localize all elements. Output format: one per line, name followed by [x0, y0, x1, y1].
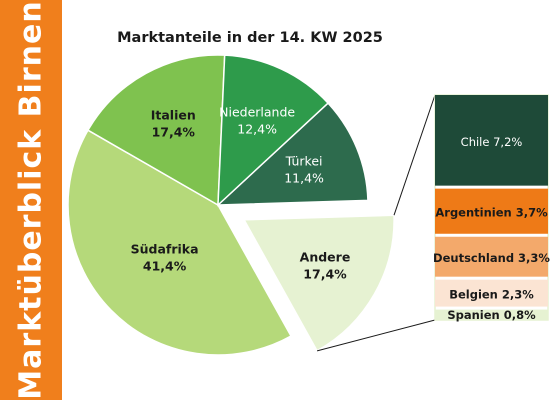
slice-value-italien: 17,4% [152, 124, 196, 139]
slice-sudafrika [67, 129, 293, 356]
breakdown-label-belgien: Belgien 2,3% [449, 288, 534, 302]
slice-value-niederlande: 12,4% [237, 122, 277, 137]
slice-value-andere: 17,4% [303, 267, 347, 282]
breakdown-label-spanien: Spanien 0,8% [447, 308, 536, 322]
breakdown-bar-spanien [435, 309, 548, 320]
breakdown-label-chile: Chile 7,2% [461, 135, 523, 149]
breakdown-bar-argentinien [435, 188, 548, 234]
slice-italien [86, 54, 226, 207]
slice-turkei [216, 102, 369, 206]
slice-label-sudafrika: Südafrika [131, 242, 199, 257]
slice-andere [242, 214, 395, 352]
sidebar-banner: Marktüberblick Birnen [0, 0, 62, 400]
breakdown-label-deutschland: Deutschland 3,3% [433, 251, 550, 265]
slice-value-sudafrika: 41,4% [143, 259, 187, 274]
breakdown-bar-deutschland [435, 236, 548, 277]
slice-niederlande [217, 54, 330, 207]
connector-bottom [316, 319, 436, 352]
connector-top [393, 94, 436, 216]
breakdown-bar-chile [435, 95, 548, 186]
slice-label-niederlande: Niederlande [219, 105, 295, 120]
slice-label-andere: Andere [300, 250, 351, 265]
breakdown-label-argentinien: Argentinien 3,7% [435, 206, 548, 220]
breakdown-bar-belgien [435, 279, 548, 307]
chart-title: Marktanteile in der 14. KW 2025 [117, 30, 383, 46]
slice-label-turkei: Türkei [285, 154, 323, 169]
slice-value-turkei: 11,4% [284, 171, 324, 186]
slice-label-italien: Italien [151, 107, 196, 122]
